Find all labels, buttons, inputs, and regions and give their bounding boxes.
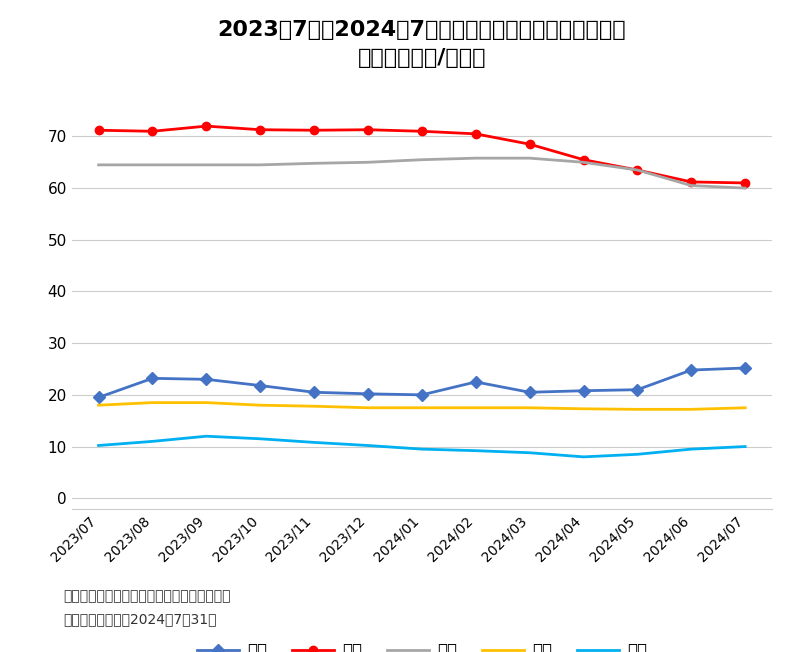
Line: 鸡肉: 鸡肉 — [99, 402, 745, 409]
羊肉 — [417, 156, 427, 164]
Line: 猪肉: 猪肉 — [95, 364, 749, 402]
鸡肉 — [417, 404, 427, 411]
鸡肉 — [201, 398, 211, 407]
鸡肉 — [471, 404, 481, 411]
牛肉 — [201, 122, 211, 130]
牛肉 — [740, 179, 750, 187]
鸡肉 — [363, 404, 373, 411]
羊肉 — [740, 185, 750, 192]
羊肉 — [94, 161, 103, 169]
Line: 羊肉: 羊肉 — [99, 158, 745, 188]
鸡肉 — [256, 401, 265, 409]
猪肉 — [417, 391, 427, 399]
鸡肉 — [740, 404, 750, 411]
猪肉 — [633, 386, 642, 394]
牛肉 — [94, 126, 103, 134]
鸡蛋 — [417, 445, 427, 453]
鸡蛋 — [148, 437, 158, 445]
羊肉 — [579, 158, 588, 166]
牛肉 — [579, 156, 588, 164]
羊肉 — [256, 161, 265, 169]
鸡肉 — [633, 406, 642, 413]
Legend: 猪肉, 牛肉, 羊肉, 鸡肉, 鸡蛋: 猪肉, 牛肉, 羊肉, 鸡肉, 鸡蛋 — [190, 636, 654, 652]
猪肉 — [310, 389, 319, 396]
猪肉 — [740, 364, 750, 372]
鸡蛋 — [201, 432, 211, 440]
鸡蛋 — [94, 441, 103, 449]
牛肉 — [471, 130, 481, 138]
鸡蛋 — [310, 439, 319, 447]
Title: 2023年7月至2024年7月全国主要畜禽产品批发价格月度
变化情况（元/公斤）: 2023年7月至2024年7月全国主要畜禽产品批发价格月度 变化情况（元/公斤） — [217, 20, 626, 68]
牛肉 — [525, 140, 534, 148]
猪肉 — [471, 378, 481, 386]
猪肉 — [525, 389, 534, 396]
羊肉 — [633, 166, 642, 174]
猪肉 — [363, 390, 373, 398]
猪肉 — [148, 374, 158, 382]
猪肉 — [256, 381, 265, 389]
鸡蛋 — [471, 447, 481, 454]
羊肉 — [201, 161, 211, 169]
鸡肉 — [525, 404, 534, 411]
羊肉 — [310, 159, 319, 167]
鸡肉 — [686, 406, 696, 413]
牛肉 — [148, 127, 158, 135]
鸡蛋 — [363, 441, 373, 449]
羊肉 — [525, 155, 534, 162]
牛肉 — [417, 127, 427, 135]
鸡蛋 — [256, 435, 265, 443]
猪肉 — [201, 376, 211, 383]
Line: 牛肉: 牛肉 — [95, 122, 749, 187]
羊肉 — [471, 155, 481, 162]
猪肉 — [94, 394, 103, 402]
羊肉 — [148, 161, 158, 169]
鸡蛋 — [525, 449, 534, 456]
鸡肉 — [94, 401, 103, 409]
鸡肉 — [310, 402, 319, 410]
Text: 资料来源：农业农村部，红餐产业研究院整理
数据统计时间截至2024年7月31日: 资料来源：农业农村部，红餐产业研究院整理 数据统计时间截至2024年7月31日 — [64, 589, 231, 626]
牛肉 — [256, 126, 265, 134]
牛肉 — [363, 126, 373, 134]
猪肉 — [579, 387, 588, 394]
鸡肉 — [148, 398, 158, 407]
羊肉 — [686, 182, 696, 190]
鸡蛋 — [740, 443, 750, 451]
Line: 鸡蛋: 鸡蛋 — [99, 436, 745, 457]
鸡蛋 — [579, 453, 588, 461]
羊肉 — [363, 158, 373, 166]
鸡蛋 — [686, 445, 696, 453]
牛肉 — [686, 178, 696, 186]
猪肉 — [686, 366, 696, 374]
鸡蛋 — [633, 451, 642, 458]
鸡肉 — [579, 405, 588, 413]
牛肉 — [633, 166, 642, 174]
牛肉 — [310, 126, 319, 134]
